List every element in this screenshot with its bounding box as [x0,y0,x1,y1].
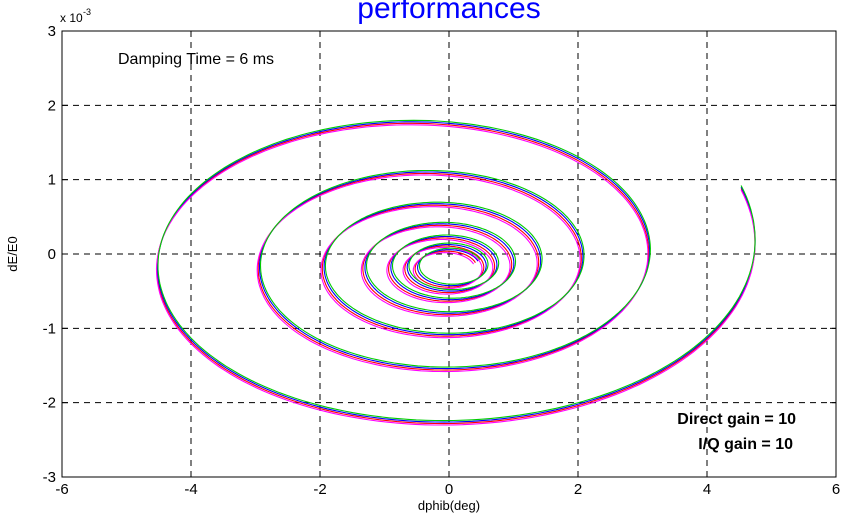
y-tick-label: 3 [48,23,56,40]
series-line-4 [157,119,756,422]
y-tick-label: -2 [43,395,56,412]
x-tick-label: -6 [55,481,68,498]
x-tick-label: 6 [832,481,840,498]
x-tick-label: -2 [313,481,326,498]
damping-time-annotation: Damping Time = 6 ms [118,51,274,68]
plot-area: -6 -4 -2 0 2 4 6 -3 -2 -1 0 1 2 3 [43,23,841,498]
y-tick-label: -1 [43,320,56,337]
x-tick-label: 4 [703,481,711,498]
y-multiplier-base: x 10 [60,11,83,25]
chart-title: performances [357,0,540,25]
y-tick-label: -3 [43,469,56,486]
x-tick-label: -4 [184,481,197,498]
series-line-2 [156,121,756,423]
direct-gain-annotation: Direct gain = 10 [677,411,796,428]
x-tick-label: 2 [574,481,582,498]
y-axis-label: dE/E0 [5,236,20,271]
y-multiplier-exponent: -3 [83,7,91,17]
series-line-1 [156,122,756,425]
iq-gain-annotation: I/Q gain = 10 [698,436,793,453]
y-tick-label: 0 [48,246,56,263]
x-tick-label: 0 [445,481,453,498]
y-tick-label: 1 [48,172,56,189]
y-tick-label: 2 [48,97,56,114]
x-axis-label: dphib(deg) [418,498,480,513]
